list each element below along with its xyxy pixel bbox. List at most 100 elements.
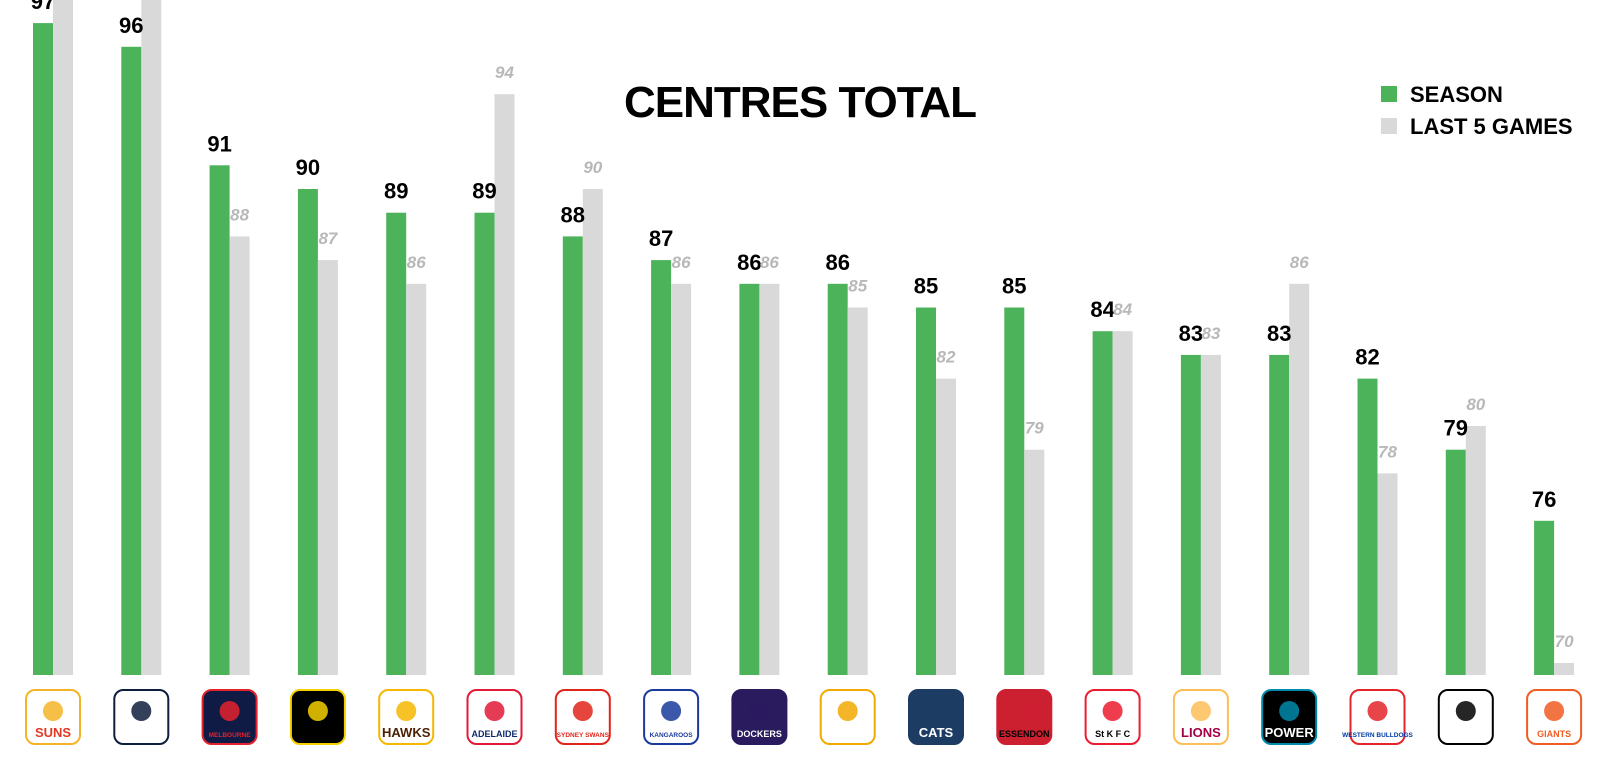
- bulldogs-logo-text: WESTERN BULLDOGS: [1342, 732, 1413, 739]
- swans-logo: SYDNEY SWANS: [554, 689, 611, 745]
- tigers-logo: [289, 689, 346, 745]
- bar-season: [916, 307, 936, 675]
- cats-logo: CATS: [908, 689, 964, 745]
- bar-last5: [1112, 331, 1133, 675]
- data-label-season: 87: [649, 226, 673, 251]
- data-label-last5: 86: [672, 253, 691, 272]
- data-label-season: 79: [1444, 416, 1468, 441]
- carlton-logo: [113, 689, 170, 745]
- bar-season: [121, 46, 142, 676]
- bar-season: [1269, 354, 1290, 675]
- data-label-last5: 80: [1466, 395, 1485, 414]
- bar-last5: [582, 189, 603, 675]
- data-label-season: 82: [1355, 345, 1379, 370]
- dockers-logo-text: DOCKERS: [737, 729, 782, 739]
- data-label-season: 96: [119, 13, 143, 38]
- saints-logo: St K F C: [1084, 689, 1141, 745]
- chart-title: CENTRES TOTAL: [624, 78, 976, 127]
- legend: SEASON LAST 5 GAMES: [1381, 82, 1573, 139]
- bar-last5: [53, 0, 73, 675]
- hawks-logo-text: HAWKS: [382, 725, 431, 740]
- melbourne-logo: MELBOURNE: [201, 689, 258, 745]
- bar-season: [1357, 378, 1378, 675]
- data-labels-group: 9799961009188908789868994889087868686868…: [31, 0, 1574, 651]
- lions-logo: LIONS: [1172, 689, 1229, 745]
- data-label-last5: 84: [1113, 300, 1132, 319]
- bar-season: [1092, 331, 1113, 675]
- bar-season: [1180, 354, 1201, 675]
- data-label-season: 86: [825, 250, 849, 275]
- data-label-season: 88: [561, 202, 585, 227]
- bar-last5: [141, 0, 162, 675]
- bar-season: [1004, 307, 1025, 675]
- data-label-last5: 86: [760, 253, 779, 272]
- essendon-logo: ESSENDON: [996, 689, 1053, 745]
- bar-last5: [406, 283, 427, 675]
- bar-last5: [1377, 473, 1398, 675]
- eagles-logo: [819, 689, 876, 745]
- giants-logo: GIANTS: [1526, 689, 1583, 745]
- melbourne-logo-text: MELBOURNE: [209, 732, 252, 739]
- bar-last5: [1554, 663, 1575, 675]
- data-label-last5: 88: [230, 205, 249, 224]
- data-label-season: 86: [737, 250, 761, 275]
- bar-season: [1534, 520, 1555, 675]
- bar-last5: [1200, 354, 1221, 675]
- bar-last5: [671, 283, 692, 675]
- swans-logo-text: SYDNEY SWANS: [557, 732, 610, 739]
- legend-label-last5: LAST 5 GAMES: [1410, 114, 1573, 139]
- data-label-season: 83: [1179, 321, 1203, 346]
- data-label-last5: 79: [1025, 419, 1044, 438]
- power-logo-text: POWER: [1265, 725, 1315, 740]
- suns-logo-text: SUNS: [35, 725, 71, 740]
- kangaroos-logo-text: KANGAROOS: [650, 732, 694, 739]
- bars-group: [33, 0, 1575, 676]
- bar-last5: [1289, 283, 1310, 675]
- team-logos-group: SUNS MELBOURNE HAWKS ADELAIDE SYDNEY SWANS KA…: [25, 689, 1583, 745]
- bar-season: [33, 23, 53, 676]
- data-label-season: 85: [1002, 274, 1026, 299]
- lions-logo-text: LIONS: [1181, 725, 1221, 740]
- bar-season: [297, 189, 318, 675]
- giants-logo-text: GIANTS: [1537, 729, 1571, 739]
- bar-last5: [317, 260, 338, 675]
- crows-logo: ADELAIDE: [466, 689, 523, 745]
- bar-season: [739, 283, 760, 675]
- cats-logo-text: CATS: [919, 725, 954, 740]
- data-label-last5: 86: [407, 253, 426, 272]
- data-label-last5: 82: [937, 348, 956, 367]
- data-label-season: 91: [207, 131, 231, 156]
- bar-last5: [759, 283, 780, 675]
- kangaroos-logo: KANGAROOS: [643, 689, 700, 745]
- saints-logo-text: St K F C: [1095, 729, 1130, 739]
- data-label-last5: 70: [1555, 632, 1574, 651]
- bar-last5: [229, 236, 250, 675]
- bulldogs-logo: WESTERN BULLDOGS: [1342, 689, 1414, 745]
- data-label-season: 90: [296, 155, 320, 180]
- bar-last5: [847, 307, 868, 675]
- bar-season: [474, 212, 495, 675]
- bar-season: [209, 165, 230, 676]
- data-label-season: 84: [1090, 297, 1115, 322]
- data-label-season: 83: [1267, 321, 1291, 346]
- bar-season: [562, 236, 583, 675]
- bar-season: [827, 283, 848, 675]
- bar-last5: [1465, 426, 1486, 675]
- data-label-last5: 90: [583, 158, 602, 177]
- bar-season: [651, 260, 672, 675]
- bar-last5: [936, 378, 956, 675]
- bar-last5: [494, 94, 515, 675]
- data-label-season: 85: [914, 274, 938, 299]
- hawks-logo: HAWKS: [378, 689, 435, 745]
- suns-logo: SUNS: [25, 689, 81, 745]
- data-label-season: 97: [31, 0, 55, 14]
- data-label-last5: 86: [1290, 253, 1309, 272]
- data-label-season: 89: [472, 179, 496, 204]
- legend-swatch-last5: [1381, 118, 1397, 134]
- bar-season: [386, 212, 407, 675]
- essendon-logo-text: ESSENDON: [999, 729, 1050, 739]
- data-label-last5: 87: [318, 229, 338, 248]
- data-label-last5: 85: [848, 277, 867, 296]
- data-label-last5: 78: [1378, 442, 1397, 461]
